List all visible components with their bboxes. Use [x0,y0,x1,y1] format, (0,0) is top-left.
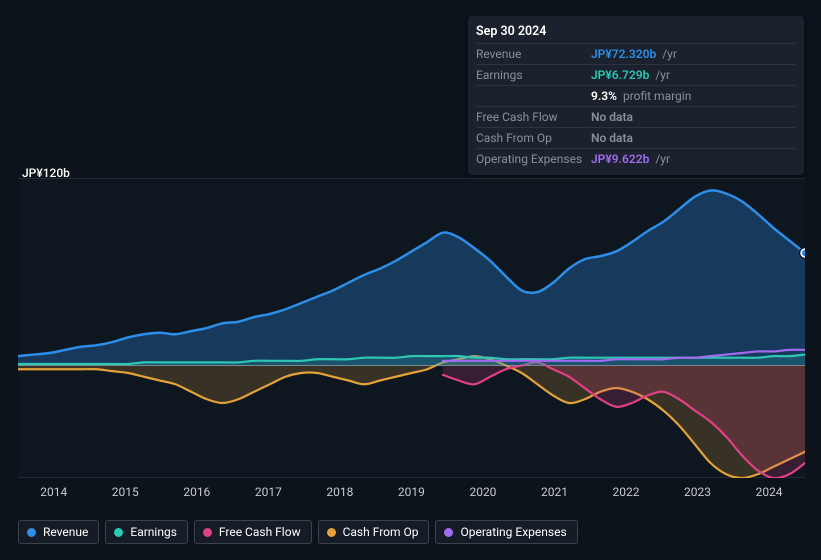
legend-item[interactable]: Cash From Op [318,520,430,544]
legend-label: Operating Expenses [460,525,566,539]
x-axis-label: 2014 [18,485,90,499]
x-axis-label: 2018 [304,485,376,499]
chart-legend: Revenue Earnings Free Cash Flow Cash From O… [18,520,578,544]
legend-swatch [27,528,36,537]
tooltip-value: No data [591,110,633,124]
legend-label: Cash From Op [343,525,419,539]
x-axis-label: 2023 [662,485,734,499]
tooltip-row: RevenueJP¥72.320b /yr [476,43,796,64]
x-axis-label: 2021 [519,485,591,499]
x-axis-label: 2017 [233,485,305,499]
legend-label: Free Cash Flow [219,525,301,539]
tooltip-value: 9.3% profit margin [591,89,691,103]
legend-swatch [114,528,123,537]
x-axis-label: 2024 [733,485,805,499]
x-axis-labels: 2014201520162017201820192020202120222023… [18,485,805,499]
x-axis-label: 2020 [447,485,519,499]
tooltip-label: Operating Expenses [476,152,591,166]
legend-swatch [203,528,212,537]
tooltip-title: Sep 30 2024 [476,22,796,43]
legend-item[interactable]: Operating Expenses [435,520,577,544]
x-axis-label: 2015 [90,485,162,499]
x-axis-label: 2022 [590,485,662,499]
tooltip-label: Revenue [476,47,591,61]
legend-label: Revenue [43,525,88,539]
data-tooltip: Sep 30 2024 RevenueJP¥72.320b /yrEarning… [468,16,804,175]
legend-label: Earnings [130,525,177,539]
tooltip-row: EarningsJP¥6.729b /yr [476,64,796,85]
tooltip-row: Operating ExpensesJP¥9.622b /yr [476,148,796,169]
tooltip-value: JP¥6.729b /yr [591,68,670,82]
tooltip-row: 9.3% profit margin [476,85,796,106]
x-axis-label: 2019 [376,485,448,499]
legend-swatch [444,528,453,537]
tooltip-value: JP¥72.320b /yr [591,47,677,61]
tooltip-row: Free Cash FlowNo data [476,106,796,127]
tooltip-label: Free Cash Flow [476,110,591,124]
legend-swatch [327,528,336,537]
tooltip-row: Cash From OpNo data [476,127,796,148]
tooltip-value: JP¥9.622b /yr [591,152,670,166]
legend-item[interactable]: Revenue [18,520,99,544]
x-axis-label: 2016 [161,485,233,499]
tooltip-label: Cash From Op [476,131,591,145]
tooltip-value: No data [591,131,633,145]
tooltip-label [476,89,591,103]
legend-item[interactable]: Free Cash Flow [194,520,312,544]
legend-item[interactable]: Earnings [105,520,188,544]
financials-chart[interactable] [18,178,805,478]
tooltip-label: Earnings [476,68,591,82]
